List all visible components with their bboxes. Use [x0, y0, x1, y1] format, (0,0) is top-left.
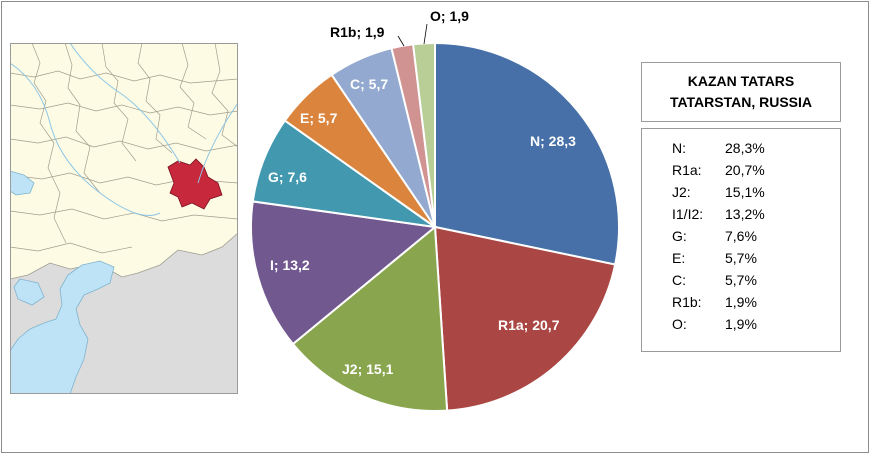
leader-line: [397, 35, 405, 47]
map-border: [10, 43, 238, 394]
data-label: G; 7,6: [268, 169, 307, 185]
legend-haplogroup: C:: [672, 272, 686, 288]
legend-haplogroup: I1/I2:: [672, 206, 704, 222]
legend-haplogroup: O:: [672, 316, 687, 332]
legend-haplogroup: R1b:: [672, 294, 702, 310]
legend-row: G: 7,6%: [642, 225, 840, 247]
legend-percent: 7,6%: [725, 228, 757, 244]
legend-haplogroup: R1a:: [672, 162, 702, 178]
data-label: J2; 15,1: [342, 361, 394, 377]
legend-box: N: 28,3% R1a: 20,7% J2: 15,1% I1/I2: 13,2% G…: [641, 128, 841, 352]
legend-row: I1/I2: 13,2%: [642, 203, 840, 225]
data-label: O; 1,9: [430, 8, 469, 24]
legend-row: C: 5,7%: [642, 269, 840, 291]
legend-row: J2: 15,1%: [642, 181, 840, 203]
map-admin-borders: [10, 43, 238, 254]
legend-haplogroup: E:: [672, 250, 686, 266]
legend-row: O: 1,9%: [642, 313, 840, 335]
map-russia-region: [10, 43, 238, 280]
legend-row: N: 28,3%: [642, 137, 840, 159]
data-label: R1b; 1,9: [330, 24, 385, 40]
map-lake: [10, 170, 35, 196]
map-rivers: [10, 43, 238, 216]
pie-labels: N; 28,3 R1a; 20,7 J2; 15,1 I; 13,2 G; 7,…: [268, 8, 576, 377]
pie-slice-j2: [291, 224, 449, 412]
pie-slice-n: [434, 41, 620, 266]
data-label: I; 13,2: [270, 257, 310, 273]
legend-percent: 20,7%: [725, 162, 765, 178]
legend-percent: 1,9%: [725, 316, 757, 332]
legend-row: R1a: 20,7%: [642, 159, 840, 181]
data-label: R1a; 20,7: [498, 317, 560, 333]
leader-line: [423, 23, 428, 45]
data-label: E; 5,7: [300, 110, 338, 126]
legend-percent: 1,9%: [725, 294, 757, 310]
legend-haplogroup: J2:: [672, 184, 691, 200]
map-tatarstan-region: [167, 158, 223, 210]
legend-row: E: 5,7%: [642, 247, 840, 269]
map-gulf: [13, 278, 45, 306]
chart-title-box: KAZAN TATARS TATARSTAN, RUSSIA: [641, 62, 841, 122]
legend-percent: 28,3%: [725, 140, 765, 156]
legend-percent: 13,2%: [725, 206, 765, 222]
leader-lines: [397, 23, 428, 47]
title-line: KAZAN TATARS: [687, 73, 795, 89]
legend-percent: 5,7%: [725, 272, 757, 288]
pie-slices: [250, 41, 620, 412]
pie-slice-r1a: [433, 225, 617, 412]
legend-haplogroup: G:: [672, 228, 687, 244]
legend-row: R1b: 1,9%: [642, 291, 840, 313]
data-label: N; 28,3: [530, 133, 576, 149]
legend-percent: 15,1%: [725, 184, 765, 200]
pie-slice-i: [250, 200, 438, 346]
title-line: TATARSTAN, RUSSIA: [669, 94, 813, 110]
legend-haplogroup: N:: [672, 140, 686, 156]
legend-percent: 5,7%: [725, 250, 757, 266]
map-caspian-sea: [10, 260, 115, 394]
data-label: C; 5,7: [350, 76, 388, 92]
locator-map: [10, 43, 238, 394]
